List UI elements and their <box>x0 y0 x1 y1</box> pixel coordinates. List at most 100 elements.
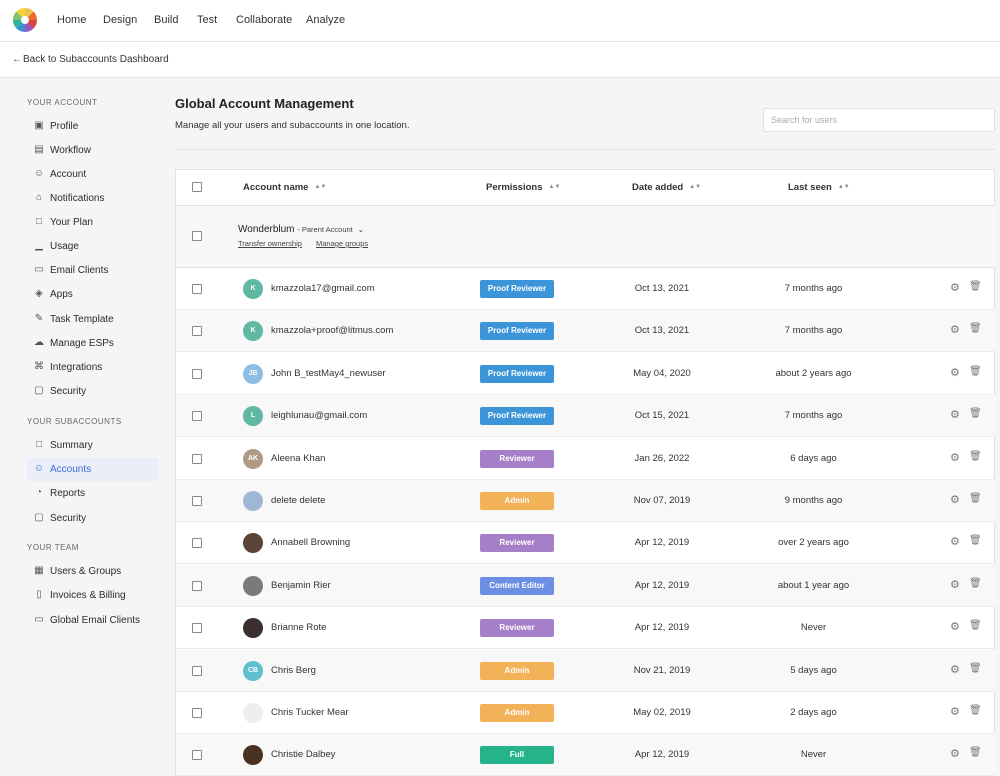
row-checkbox[interactable] <box>192 496 202 506</box>
trash-icon[interactable]: 🗑 <box>969 705 982 716</box>
avatar: L <box>243 406 263 427</box>
nav-test[interactable]: Test <box>197 14 218 26</box>
parent-name-text: Wonderblum <box>238 224 295 235</box>
gear-icon[interactable]: ⚙ <box>950 409 960 422</box>
gear-icon[interactable]: ⚙ <box>950 324 960 337</box>
sidebar-item-email-clients[interactable]: ▭ Email Clients <box>27 259 159 282</box>
manage-groups-link[interactable]: Manage groups <box>316 239 369 248</box>
row-checkbox[interactable] <box>192 708 202 718</box>
search-users-input[interactable] <box>763 108 995 132</box>
gear-icon[interactable]: ⚙ <box>950 748 960 761</box>
sidebar-item-summary[interactable]: □ Summary <box>27 434 159 457</box>
account-name[interactable]: leighlunau@gmail.com <box>271 410 368 422</box>
trash-icon[interactable]: 🗑 <box>969 747 982 759</box>
row-checkbox[interactable] <box>192 231 202 241</box>
nav-build[interactable]: Build <box>154 14 179 26</box>
column-date-added[interactable]: Date added ▲▼ <box>632 182 701 193</box>
trash-icon[interactable]: 🗑 <box>969 408 982 420</box>
account-name[interactable]: delete delete <box>271 495 326 506</box>
trash-icon[interactable]: 🗑 <box>969 577 982 589</box>
account-name[interactable]: John B_testMay4_newuser <box>271 367 386 379</box>
gear-icon[interactable]: ⚙ <box>950 578 960 591</box>
sidebar-item-apps[interactable]: ◈ Apps <box>27 283 159 306</box>
account-name[interactable]: Christie Dalbey <box>271 749 336 761</box>
trash-icon[interactable]: 🗑 <box>969 493 982 504</box>
row-checkbox[interactable] <box>192 665 202 676</box>
trash-icon[interactable]: 🗑 <box>969 281 982 292</box>
trash-icon[interactable]: 🗑 <box>969 323 982 335</box>
nav-analyze[interactable]: Analyze <box>306 14 346 26</box>
sidebar-item-security[interactable]: ▢ Security <box>27 507 159 530</box>
trash-icon[interactable]: 🗑 <box>969 662 982 674</box>
trash-icon[interactable]: 🗑 <box>969 535 982 547</box>
row-checkbox[interactable] <box>192 580 202 591</box>
account-name[interactable]: kmazzola17@gmail.com <box>271 283 375 294</box>
row-checkbox[interactable] <box>192 326 202 337</box>
account-name[interactable]: kmazzola+proof@litmus.com <box>271 325 394 337</box>
clipboard-icon: □ <box>35 439 43 450</box>
sidebar-item-invoices-billing[interactable]: ▯ Invoices & Billing <box>27 584 159 607</box>
permission-badge: Full <box>480 746 554 765</box>
sidebar-item-profile[interactable]: ▣ Profile <box>27 115 159 138</box>
row-checkbox[interactable] <box>192 538 202 549</box>
account-name[interactable]: Chris Tucker Mear <box>271 707 349 718</box>
trash-icon[interactable]: 🗑 <box>969 450 982 462</box>
row-checkbox[interactable] <box>192 284 202 294</box>
account-name[interactable]: Aleena Khan <box>271 452 326 464</box>
sidebar-item-integrations[interactable]: ⌘ Integrations <box>27 356 159 379</box>
sidebar-item-label: Global Email Clients <box>50 615 141 626</box>
gear-icon[interactable]: ⚙ <box>950 366 960 379</box>
back-to-subaccounts-link[interactable]: Back to Subaccounts Dashboard <box>23 54 169 65</box>
trash-icon[interactable]: 🗑 <box>969 620 982 632</box>
sidebar: YOUR ACCOUNT ▣ Profile ▤ Workflow ☺ Account ⌂ No… <box>0 79 160 776</box>
permission-badge: Reviewer <box>480 534 554 553</box>
nav-home[interactable]: Home <box>57 14 87 26</box>
permission-badge: Reviewer <box>480 619 554 638</box>
nav-collaborate[interactable]: Collaborate <box>236 14 293 26</box>
row-checkbox[interactable] <box>192 453 202 464</box>
litmus-logo[interactable] <box>13 8 37 32</box>
sidebar-item-security[interactable]: ▢ Security <box>27 380 159 403</box>
gear-icon[interactable]: ⚙ <box>950 706 960 718</box>
sidebar-item-reports[interactable]: ◔ Reports <box>27 482 159 505</box>
sidebar-item-users-groups[interactable]: ▦ Users & Groups <box>27 560 159 583</box>
row-checkbox[interactable] <box>192 368 202 379</box>
avatar: JB <box>243 363 263 384</box>
account-name[interactable]: Chris Berg <box>271 664 316 676</box>
sidebar-item-label: Apps <box>50 289 73 300</box>
arrow-left-icon[interactable]: ← <box>12 54 22 65</box>
transfer-ownership-link[interactable]: Transfer ownership <box>238 239 302 248</box>
sidebar-item-workflow[interactable]: ▤ Workflow <box>27 139 159 162</box>
column-account-name[interactable]: Account name ▲▼ <box>243 182 326 193</box>
gear-icon[interactable]: ⚙ <box>950 451 960 464</box>
sidebar-item-label: Profile <box>50 121 79 132</box>
chevron-down-icon[interactable]: ⌄ <box>357 225 365 234</box>
nav-design[interactable]: Design <box>103 14 138 26</box>
gear-icon[interactable]: ⚙ <box>950 494 960 506</box>
sidebar-item-usage[interactable]: ▁ Usage <box>27 235 159 258</box>
row-checkbox[interactable] <box>192 411 202 422</box>
sidebar-item-your-plan[interactable]: □ Your Plan <box>27 211 159 234</box>
row-checkbox[interactable] <box>192 623 202 634</box>
column-permissions[interactable]: Permissions ▲▼ <box>486 182 560 193</box>
sidebar-item-manage-esps[interactable]: ☁ Manage ESPs <box>27 332 159 355</box>
sidebar-item-account[interactable]: ☺ Account <box>27 163 159 186</box>
parent-account-name[interactable]: Wonderblum - Parent Account ⌄ <box>238 224 364 235</box>
sidebar-item-accounts[interactable]: ☺ Accounts <box>27 458 159 481</box>
sidebar-item-task-template[interactable]: ✎ Task Template <box>27 308 159 331</box>
gear-icon[interactable]: ⚙ <box>950 536 960 549</box>
sidebar-item-global-email-clients[interactable]: ▭ Global Email Clients <box>27 609 159 632</box>
account-name[interactable]: Annabell Browning <box>271 537 351 549</box>
lock-icon: ▢ <box>34 512 44 523</box>
sidebar-item-notifications[interactable]: ⌂ Notifications <box>27 187 159 210</box>
column-last-seen[interactable]: Last seen ▲▼ <box>788 182 850 193</box>
select-all-checkbox[interactable] <box>192 182 202 192</box>
sidebar-item-label: Account <box>50 169 87 180</box>
trash-icon[interactable]: 🗑 <box>969 365 982 377</box>
gear-icon[interactable]: ⚙ <box>950 621 960 634</box>
gear-icon[interactable]: ⚙ <box>950 282 960 294</box>
account-name[interactable]: Brianne Rote <box>271 622 327 634</box>
account-name[interactable]: Benjamin Rier <box>271 579 331 591</box>
gear-icon[interactable]: ⚙ <box>950 663 960 676</box>
row-checkbox[interactable] <box>192 750 202 761</box>
